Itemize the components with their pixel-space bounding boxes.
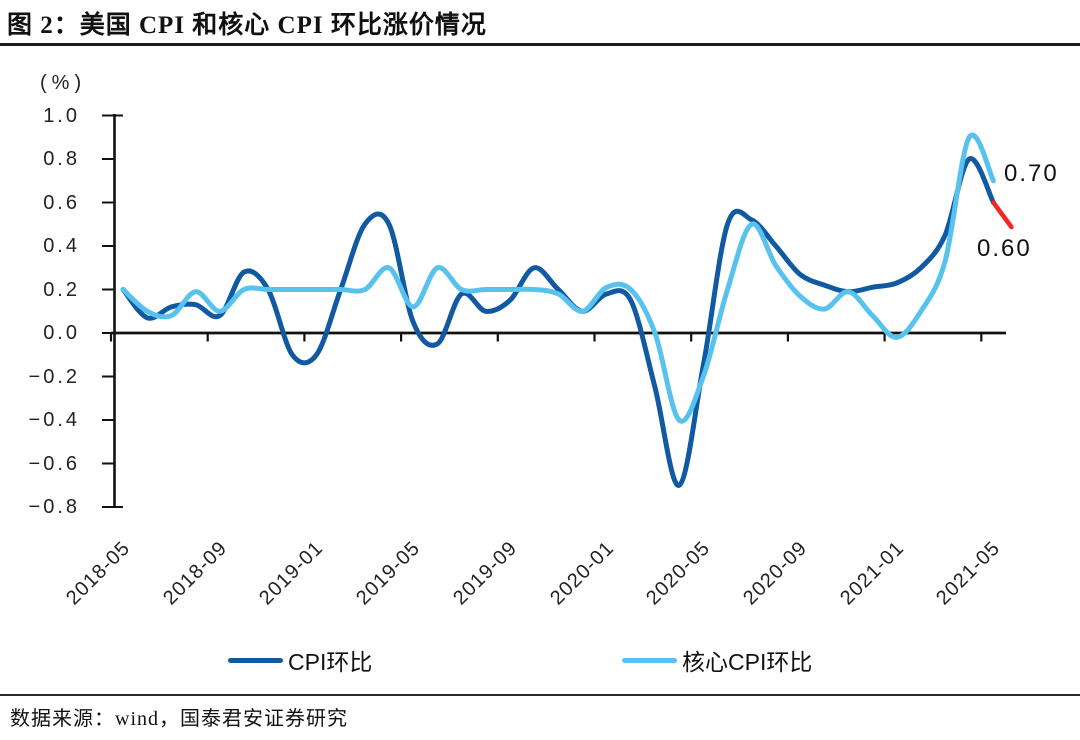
core-cpi-series-line [120, 132, 996, 424]
footer-divider [0, 694, 1080, 696]
legend-item-core-cpi: 核心CPI环比 [622, 646, 813, 675]
cpi-legend-line-swatch [228, 657, 283, 663]
cpi-legend-label: CPI环比 [288, 649, 373, 675]
x-axis-tick-label: 2021-01 [835, 537, 909, 610]
x-axis-tick-label: 2019-05 [352, 537, 425, 610]
y-axis-tick-label: 0.4 [43, 235, 80, 257]
data-source-note: 数据来源：wind，国泰君安证券研究 [10, 708, 348, 730]
cpi-end-value-label: 0.60 [977, 235, 1032, 262]
x-axis-tick-label: 2019-09 [448, 537, 522, 610]
y-axis-tick-label: −0.2 [28, 365, 80, 388]
y-axis-tick-label: 1.0 [43, 104, 80, 127]
x-axis-tick-label: 2020-05 [642, 537, 715, 610]
y-axis-tick-label: 0.8 [43, 148, 80, 170]
x-axis-tick-label: 2018-05 [62, 537, 135, 610]
figure-title: 图 2：美国 CPI 和核心 CPI 环比涨价情况 [7, 12, 487, 39]
core-cpi-legend-label: 核心CPI环比 [682, 649, 813, 675]
y-axis-tick-label: 0.2 [43, 278, 80, 301]
x-axis-tick-label: 2020-09 [739, 537, 812, 610]
y-axis-unit-label: (%) [40, 72, 87, 94]
y-axis-tick-label: 0.6 [43, 191, 80, 214]
y-axis-tick-label: −0.4 [28, 409, 80, 431]
legend-item-cpi: CPI环比 [228, 646, 373, 675]
latest-value-highlight-segment [991, 200, 1014, 230]
x-axis-tick-label: 2021-05 [932, 537, 1005, 610]
y-axis-tick-label: −0.6 [28, 452, 80, 475]
title-divider [0, 43, 1080, 46]
y-axis-tick-label: 0.0 [43, 322, 80, 344]
x-axis-tick-label: 2018-09 [158, 537, 232, 610]
x-axis-tick-label: 2019-01 [255, 537, 328, 610]
core-cpi-legend-line-swatch [622, 657, 677, 663]
core-cpi-end-value-label: 0.70 [1004, 160, 1059, 187]
cpi-series-line [120, 156, 996, 488]
y-axis-tick-label: −0.8 [28, 496, 80, 518]
x-axis-tick-label: 2020-01 [545, 537, 619, 610]
